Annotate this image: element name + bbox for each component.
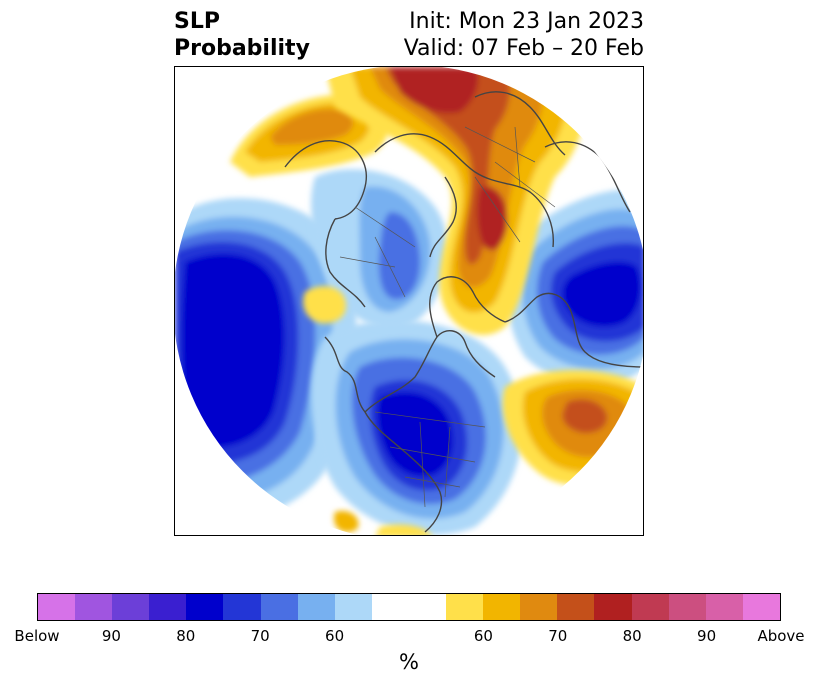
- colorbar-segment: [446, 594, 484, 620]
- colorbar-segment: [371, 594, 409, 620]
- colorbar-segment: [334, 594, 372, 620]
- colorbar-segment: [297, 594, 335, 620]
- north-america-below-region: [311, 320, 522, 535]
- colorbar: [37, 593, 781, 621]
- polar-map: [174, 66, 644, 536]
- colorbar-tick-label: Above: [757, 627, 805, 645]
- colorbar-tick-label: 90: [101, 627, 121, 645]
- colorbar-segment: [742, 594, 780, 620]
- colorbar-tick-label: 80: [176, 627, 196, 645]
- map-dates: Init: Mon 23 Jan 2023 Valid: 07 Feb – 20…: [404, 8, 644, 62]
- mid-pacific-above-region: [303, 286, 346, 324]
- colorbar-tick-label: 90: [697, 627, 717, 645]
- colorbar-segment: [705, 594, 743, 620]
- colorbar-segment: [112, 594, 150, 620]
- title-product: Probability: [174, 36, 310, 61]
- colorbar-segment: [594, 594, 632, 620]
- colorbar-segment: [186, 594, 224, 620]
- colorbar-unit: %: [399, 650, 419, 674]
- colorbar-segment: [223, 594, 261, 620]
- country-borders: [339, 126, 556, 508]
- colorbar-tick-label: 80: [622, 627, 642, 645]
- colorbar-segment: [557, 594, 595, 620]
- colorbar-segment: [38, 594, 76, 620]
- colorbar-tick-label: 70: [548, 627, 568, 645]
- colorbar-segment: [520, 594, 558, 620]
- colorbar-segment: [75, 594, 113, 620]
- colorbar-segment: [149, 594, 187, 620]
- valid-period: Valid: 07 Feb – 20 Feb: [403, 36, 644, 61]
- colorbar-segment: [668, 594, 706, 620]
- colorbar-segment: [483, 594, 521, 620]
- colorbar-tick-label: 60: [473, 627, 493, 645]
- asia-below-region: [506, 189, 643, 386]
- colorbar-tick-label: Below: [14, 627, 60, 645]
- map-title: SLP Probability: [174, 8, 310, 62]
- colorbar-segment: [408, 594, 447, 620]
- probability-map: [175, 67, 643, 535]
- tropical-above-snippets: [334, 510, 433, 535]
- title-variable: SLP: [174, 9, 220, 34]
- colorbar-segment: [260, 594, 298, 620]
- init-date: Init: Mon 23 Jan 2023: [409, 9, 644, 34]
- colorbar-tick-label: 60: [325, 627, 345, 645]
- colorbar-segment: [631, 594, 669, 620]
- coastlines: [284, 91, 643, 533]
- pacific-below-region: [175, 198, 357, 524]
- colorbar-tick-label: 70: [250, 627, 270, 645]
